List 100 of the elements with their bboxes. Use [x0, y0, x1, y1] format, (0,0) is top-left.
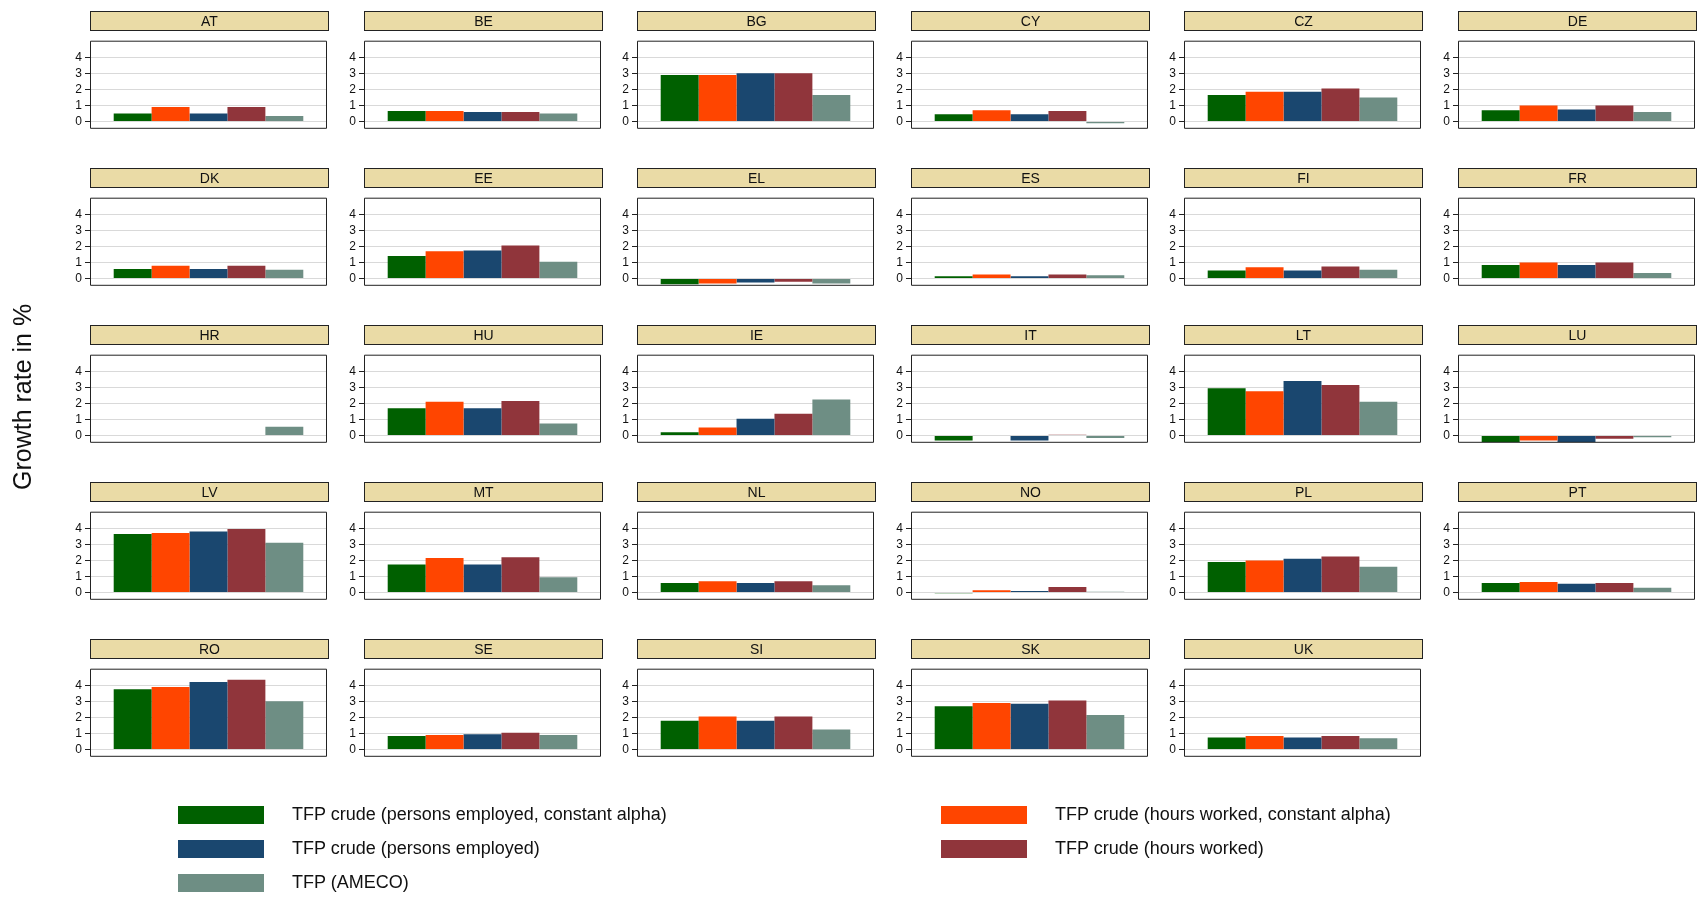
- chart-title: MT: [364, 482, 603, 502]
- bar: [113, 689, 152, 750]
- y-tick-label: 4: [1169, 206, 1177, 221]
- y-tick-label: 4: [896, 363, 904, 378]
- y-tick-label: 2: [349, 395, 357, 410]
- y-tick-label: 3: [622, 222, 630, 237]
- bar: [425, 401, 464, 436]
- y-tick-label: 4: [896, 206, 904, 221]
- y-tick-label: 4: [1169, 363, 1177, 378]
- y-tick-label: 4: [1443, 363, 1451, 378]
- y-tick-label: 3: [349, 379, 357, 394]
- legend-label: TFP (AMECO): [292, 872, 409, 893]
- bar: [1207, 562, 1246, 593]
- y-tick-label: 0: [1169, 584, 1177, 599]
- legend-label: TFP crude (persons employed): [292, 838, 540, 859]
- y-tick-label: 2: [1443, 81, 1451, 96]
- y-tick-label: 2: [1169, 395, 1177, 410]
- y-tick-label: 4: [622, 206, 630, 221]
- y-tick-label: 1: [1443, 97, 1451, 112]
- y-tick-label: 4: [622, 363, 630, 378]
- y-tick-label: 4: [75, 363, 83, 378]
- y-tick-label: 0: [622, 741, 630, 756]
- bar: [774, 716, 813, 750]
- bar: [463, 250, 502, 279]
- bar: [774, 413, 813, 436]
- y-tick-label: 2: [1169, 81, 1177, 96]
- bar: [501, 557, 540, 593]
- y-tick-label: 2: [1169, 238, 1177, 253]
- y-tick-label: 3: [1169, 379, 1177, 394]
- y-tick-label: 1: [1169, 411, 1177, 426]
- y-tick-label: 2: [622, 552, 630, 567]
- y-tick-label: 0: [896, 584, 904, 599]
- y-tick-label: 3: [622, 536, 630, 551]
- chart-title: LV: [90, 482, 329, 502]
- y-tick-label: 3: [349, 222, 357, 237]
- y-tick-label: 2: [896, 709, 904, 724]
- bar: [972, 702, 1011, 750]
- y-tick-label: 2: [1169, 552, 1177, 567]
- bar: [1359, 401, 1398, 436]
- bar: [1557, 264, 1596, 279]
- bar: [1207, 95, 1246, 122]
- y-tick-label: 1: [622, 725, 630, 740]
- y-tick-label: 2: [896, 395, 904, 410]
- bar: [151, 686, 190, 750]
- bar: [736, 418, 775, 436]
- bar: [934, 706, 973, 750]
- chart-title: UK: [1184, 639, 1423, 659]
- y-tick-label: 0: [896, 113, 904, 128]
- y-tick-label: 2: [349, 552, 357, 567]
- y-tick-label: 1: [896, 725, 904, 740]
- y-tick-label: 1: [349, 97, 357, 112]
- bar: [1048, 700, 1087, 750]
- y-tick-label: 3: [349, 536, 357, 551]
- chart-title: PT: [1458, 482, 1697, 502]
- chart-title: BE: [364, 11, 603, 31]
- bar: [463, 408, 502, 436]
- y-tick-label: 0: [896, 427, 904, 442]
- y-tick-label: 1: [1169, 568, 1177, 583]
- chart-title: SK: [911, 639, 1150, 659]
- chart-title: EE: [364, 168, 603, 188]
- bar: [660, 74, 699, 122]
- bar: [425, 251, 464, 279]
- y-tick-label: 2: [349, 238, 357, 253]
- bar: [774, 73, 813, 122]
- y-tick-label: 4: [349, 363, 357, 378]
- y-tick-label: 3: [896, 222, 904, 237]
- y-tick-label: 3: [896, 65, 904, 80]
- bar: [1481, 264, 1520, 279]
- y-tick-label: 0: [349, 113, 357, 128]
- y-tick-label: 4: [75, 520, 83, 535]
- chart-title: SI: [637, 639, 876, 659]
- y-tick-label: 1: [349, 411, 357, 426]
- y-tick-label: 4: [75, 677, 83, 692]
- y-tick-label: 0: [896, 270, 904, 285]
- y-tick-label: 3: [1443, 222, 1451, 237]
- bar: [387, 564, 426, 593]
- y-tick-label: 1: [622, 97, 630, 112]
- y-tick-label: 2: [349, 709, 357, 724]
- y-tick-label: 1: [75, 254, 83, 269]
- bar: [227, 529, 266, 593]
- bar: [1086, 715, 1125, 750]
- bar: [1245, 91, 1284, 122]
- bar: [1633, 111, 1672, 122]
- y-tick-label: 3: [622, 693, 630, 708]
- y-tick-label: 1: [622, 254, 630, 269]
- y-tick-label: 3: [75, 536, 83, 551]
- y-tick-label: 3: [349, 65, 357, 80]
- y-tick-label: 4: [1169, 49, 1177, 64]
- y-tick-label: 2: [1443, 238, 1451, 253]
- y-tick-label: 1: [1169, 725, 1177, 740]
- y-tick-label: 0: [75, 584, 83, 599]
- y-tick-label: 1: [75, 97, 83, 112]
- bar: [1283, 91, 1322, 122]
- y-tick-label: 1: [75, 411, 83, 426]
- y-tick-label: 4: [1443, 49, 1451, 64]
- y-tick-label: 0: [1169, 427, 1177, 442]
- y-tick-label: 0: [75, 113, 83, 128]
- chart-title: IT: [911, 325, 1150, 345]
- y-tick-label: 0: [349, 427, 357, 442]
- bar: [1048, 111, 1087, 122]
